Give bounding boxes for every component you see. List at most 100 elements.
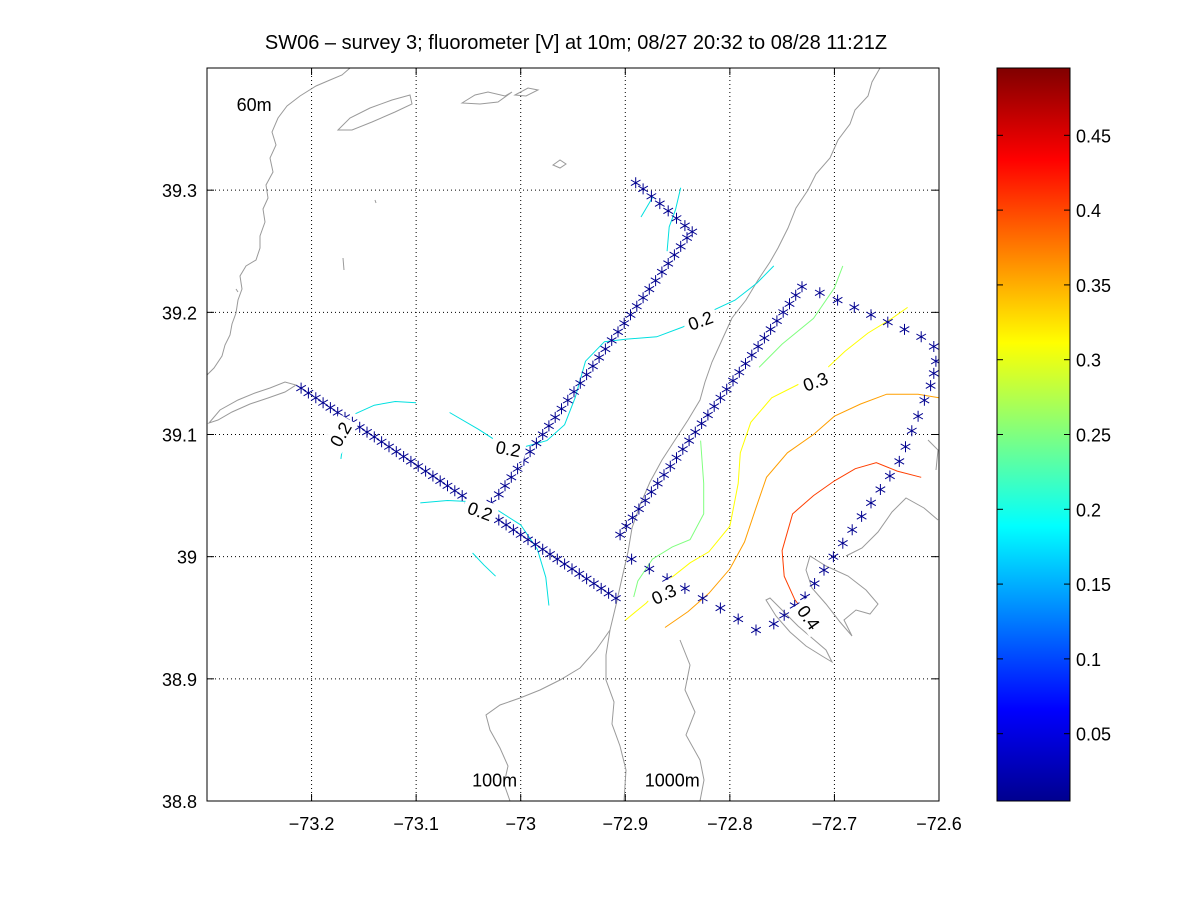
station-marker [687,226,698,238]
plot-area [207,68,939,801]
station-marker [658,469,670,481]
islet-contour-3 [460,91,513,105]
slope-contour-100m [485,629,611,801]
station-marker [671,452,682,464]
dot-contours [235,199,377,293]
station-marker [837,537,848,549]
station-marker [383,441,395,453]
contour-line-0_25 [633,440,705,598]
islet-contour-2 [336,94,413,131]
station-marker [435,475,446,487]
station-marker [630,177,641,189]
station-marker [715,392,726,404]
station-marker [525,446,536,458]
station-marker [677,443,688,455]
station-marker [610,592,621,604]
station-marker [882,316,893,328]
colorbar-tick-label: 0.25 [1076,426,1111,446]
station-marker [702,409,713,421]
contour-line-0_4 [781,462,922,628]
station-marker [734,366,745,378]
station-marker [581,369,592,381]
station-marker [596,582,607,594]
station-marker [928,341,939,352]
x-axis-ticks: −73.2 −73.1 −73 −72.9 −72.8 −72.7 −72.6 [289,68,962,834]
station-marker [818,564,830,576]
canyon-contour-3 [805,555,879,637]
station-marker [537,543,548,555]
depth-label: 60m [237,95,272,115]
station-marker [768,618,779,630]
station-marker [442,480,453,492]
station-marker [562,394,573,406]
station-marker [779,609,790,621]
station-marker [925,380,936,392]
contour-line-0_35 [664,393,939,628]
shelf-break-contour [207,68,351,376]
station-marker [296,382,307,394]
islet-contour-1 [207,381,298,425]
station-marker [398,451,409,462]
station-marker [733,613,744,625]
y-axis-ticks: 38.8 38.9 39 39.1 39.2 39.3 [162,181,939,812]
x-tick-label: −72.9 [603,814,649,834]
station-marker [675,240,686,252]
x-tick-label: −72.8 [707,814,753,834]
station-marker [625,309,636,321]
station-marker [856,510,867,522]
islet-contour-4 [513,87,540,97]
station-marker [427,470,438,482]
contour-label: 0.2 [322,413,359,455]
station-marker [638,183,649,195]
station-marker [640,495,651,506]
station-marker [633,503,644,515]
y-tick-label: 39 [177,548,197,568]
station-marker [644,563,655,575]
station-marker [638,292,649,304]
station-marker [930,355,939,367]
station-marker [865,497,877,509]
contour-line-0_2 [666,187,682,252]
station-marker [310,392,321,404]
station-marker [750,624,762,636]
station-marker [650,275,661,287]
station-marker [612,326,624,338]
station-marker [457,490,468,502]
station-marker [928,367,939,379]
y-tick-label: 39.3 [162,181,197,201]
station-marker [900,441,911,453]
station-marker [626,553,637,565]
colorbar-tick-label: 0.1 [1076,650,1101,670]
station-marker [784,298,795,310]
station-marker [765,323,776,335]
station-marker [449,485,460,497]
station-marker [493,488,504,500]
colorbar-tick-label: 0.2 [1076,500,1101,520]
station-marker [771,315,782,327]
contour-label: 0.2 [489,434,528,463]
station-marker [556,403,567,415]
colorbar-tick-label: 0.3 [1076,351,1101,371]
station-marker [679,220,690,232]
station-marker [828,551,839,563]
y-tick-label: 38.8 [162,792,197,812]
station-marker [697,592,708,604]
station-marker [832,294,843,306]
station-marker [506,471,517,483]
station-marker [740,358,751,370]
station-marker [865,309,877,321]
station-marker [600,343,611,355]
station-marker [875,484,886,495]
station-marker [906,425,917,437]
station-marker [499,480,511,492]
station-marker [696,418,707,429]
bathymetry-contours [207,68,939,801]
station-marker [644,283,655,295]
station-marker [615,529,626,541]
chart-title: SW06 – survey 3; fluorometer [V] at 10m;… [265,32,887,54]
station-marker [721,383,732,395]
depth-labels: 60m 100m 1000m [237,95,700,790]
x-tick-label: −73 [505,814,536,834]
station-marker [746,349,757,361]
